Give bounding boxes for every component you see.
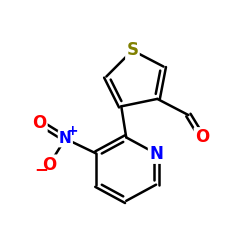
Text: N: N (59, 131, 72, 146)
Text: O: O (32, 114, 46, 132)
Text: O: O (42, 156, 56, 174)
Text: O: O (195, 128, 209, 146)
Text: N: N (149, 144, 163, 162)
Text: +: + (67, 124, 78, 138)
Text: −: − (34, 160, 48, 178)
Text: S: S (126, 42, 138, 60)
